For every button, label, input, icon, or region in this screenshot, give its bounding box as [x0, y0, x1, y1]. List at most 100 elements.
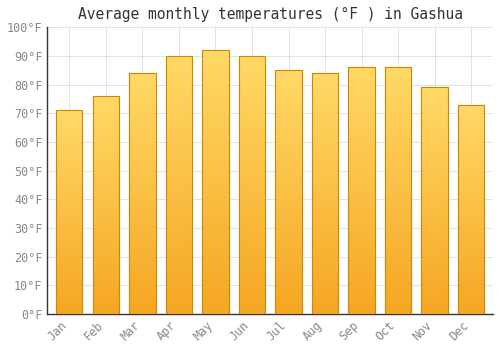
Bar — [422, 201, 448, 203]
Bar — [202, 280, 228, 282]
Bar — [422, 210, 448, 212]
Bar — [312, 205, 338, 208]
Bar — [276, 207, 301, 209]
Bar — [276, 165, 301, 168]
Bar — [276, 299, 301, 302]
Bar — [312, 109, 338, 112]
Bar — [130, 189, 156, 191]
Bar — [56, 182, 82, 184]
Bar — [130, 169, 156, 172]
Bar — [92, 140, 119, 142]
Bar — [56, 247, 82, 249]
Bar — [312, 83, 338, 85]
Bar — [92, 148, 119, 150]
Bar — [239, 159, 265, 162]
Bar — [458, 280, 484, 282]
Bar — [239, 239, 265, 241]
Bar — [385, 284, 411, 287]
Bar — [239, 293, 265, 296]
Bar — [458, 224, 484, 226]
Bar — [239, 156, 265, 159]
Bar — [276, 236, 301, 238]
Bar — [92, 257, 119, 259]
Bar — [385, 262, 411, 265]
Bar — [202, 156, 228, 158]
Bar — [458, 184, 484, 186]
Bar — [458, 289, 484, 291]
Bar — [348, 277, 374, 279]
Bar — [166, 201, 192, 203]
Bar — [422, 180, 448, 183]
Bar — [202, 187, 228, 190]
Bar — [166, 100, 192, 103]
Bar — [239, 128, 265, 131]
Bar — [385, 136, 411, 139]
Bar — [56, 112, 82, 114]
Bar — [348, 309, 374, 312]
Bar — [385, 304, 411, 307]
Bar — [92, 284, 119, 286]
Bar — [312, 261, 338, 263]
Bar — [348, 141, 374, 144]
Bar — [312, 92, 338, 95]
Bar — [312, 271, 338, 273]
Bar — [385, 213, 411, 215]
Bar — [202, 290, 228, 293]
Bar — [130, 246, 156, 249]
Bar — [166, 301, 192, 303]
Bar — [385, 146, 411, 149]
Bar — [276, 312, 301, 314]
Bar — [458, 195, 484, 197]
Bar — [239, 247, 265, 250]
Bar — [312, 300, 338, 302]
Bar — [385, 151, 411, 154]
Bar — [202, 53, 228, 56]
Bar — [348, 183, 374, 186]
Bar — [56, 218, 82, 220]
Bar — [202, 282, 228, 285]
Bar — [458, 167, 484, 169]
Bar — [166, 216, 192, 218]
Bar — [312, 196, 338, 198]
Bar — [56, 151, 82, 153]
Bar — [312, 297, 338, 300]
Bar — [56, 204, 82, 206]
Bar — [202, 190, 228, 192]
Bar — [166, 167, 192, 169]
Bar — [130, 167, 156, 169]
Bar — [130, 131, 156, 133]
Bar — [276, 180, 301, 182]
Bar — [56, 263, 82, 265]
Bar — [348, 299, 374, 302]
Bar — [348, 132, 374, 134]
Bar — [202, 145, 228, 148]
Bar — [56, 220, 82, 222]
Bar — [458, 188, 484, 190]
Bar — [385, 107, 411, 109]
Bar — [166, 275, 192, 278]
Bar — [276, 160, 301, 163]
Bar — [130, 220, 156, 222]
Bar — [458, 218, 484, 220]
Bar — [422, 255, 448, 257]
Bar — [422, 97, 448, 99]
Bar — [276, 209, 301, 211]
Bar — [130, 230, 156, 232]
Bar — [422, 115, 448, 117]
Bar — [239, 203, 265, 205]
Bar — [166, 118, 192, 120]
Bar — [239, 123, 265, 126]
Bar — [385, 188, 411, 191]
Bar — [202, 301, 228, 303]
Bar — [312, 210, 338, 213]
Bar — [130, 102, 156, 104]
Bar — [422, 300, 448, 302]
Bar — [458, 253, 484, 255]
Bar — [312, 136, 338, 138]
Bar — [458, 247, 484, 249]
Bar — [130, 80, 156, 83]
Bar — [56, 275, 82, 277]
Bar — [422, 214, 448, 217]
Bar — [130, 268, 156, 271]
Bar — [130, 203, 156, 205]
